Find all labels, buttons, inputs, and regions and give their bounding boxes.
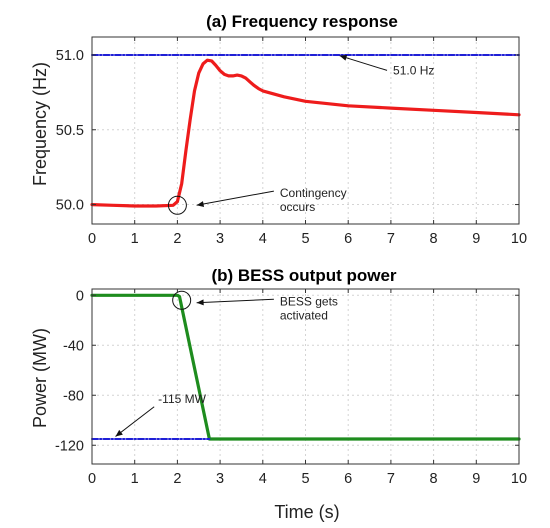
frequency-x-tick-label: 7 <box>387 231 395 247</box>
frequency-x-tick-label: 3 <box>216 231 224 247</box>
power-plot-frame <box>91 288 520 465</box>
frequency-y-tick-label: 50.0 <box>56 198 84 214</box>
frequency-annotation-text: occurs <box>280 200 315 214</box>
power-annotation-arrow <box>115 406 155 437</box>
frequency-annotation-arrow <box>339 55 388 71</box>
frequency-x-tick-label: 9 <box>472 231 480 247</box>
power-annotation-text: BESS gets <box>280 294 338 308</box>
frequency-x-tick-label: 8 <box>430 231 438 247</box>
power-y-tick-label: -80 <box>63 388 84 404</box>
power-x-tick-label: 4 <box>259 471 267 487</box>
power-y-tick-label: 0 <box>76 288 84 304</box>
power-x-tick-label: 6 <box>344 471 352 487</box>
power-y-axis-label: Power (MW) <box>30 328 50 428</box>
time-x-axis-label: Time (s) <box>274 502 339 522</box>
power-x-tick-label: 10 <box>511 471 527 487</box>
power-annotation-text: -115 MW <box>158 392 206 406</box>
frequency-chart-title: (a) Frequency response <box>206 12 398 31</box>
frequency-x-tick-label: 6 <box>344 231 352 247</box>
power-x-tick-label: 2 <box>173 471 181 487</box>
frequency-plot-frame <box>91 36 520 225</box>
power-x-tick-label: 3 <box>216 471 224 487</box>
power-y-tick-label: -40 <box>63 338 84 354</box>
frequency-y-axis-label: Frequency (Hz) <box>30 62 50 186</box>
power-annotation-text: activated <box>280 308 328 322</box>
power-annotation-arrowhead <box>115 429 123 437</box>
power-x-tick-label: 8 <box>430 471 438 487</box>
frequency-y-tick-label: 51.0 <box>56 48 84 64</box>
power-annotation-arrow <box>196 298 274 304</box>
power-x-tick-label: 5 <box>301 471 309 487</box>
frequency-annotation-arrowhead <box>196 201 205 207</box>
frequency-x-tick-label: 1 <box>131 231 139 247</box>
frequency-response-line <box>90 58 521 208</box>
frequency-annotation-arrow <box>196 190 274 206</box>
power-x-tick-label: 1 <box>131 471 139 487</box>
frequency-x-tick-label: 4 <box>259 231 267 247</box>
power-x-tick-label: 0 <box>88 471 96 487</box>
power-y-tick-label: -120 <box>55 438 84 454</box>
frequency-y-tick-label: 50.5 <box>56 123 84 139</box>
power-x-tick-label: 7 <box>387 471 395 487</box>
frequency-event-circle <box>167 195 187 215</box>
frequency-x-tick-label: 5 <box>301 231 309 247</box>
frequency-x-tick-label: 2 <box>173 231 181 247</box>
frequency-annotation-text: 51.0 Hz <box>393 63 434 77</box>
power-x-tick-label: 9 <box>472 471 480 487</box>
power-response-line <box>90 293 521 441</box>
frequency-x-tick-label: 0 <box>88 231 96 247</box>
frequency-panel: (a) Frequency response Frequency (Hz) 51… <box>30 12 527 247</box>
frequency-x-tick-label: 10 <box>511 231 527 247</box>
frequency-annotation-arrowhead <box>339 54 348 61</box>
power-annotation-arrowhead <box>196 299 204 306</box>
frequency-annotation-text: Contingency <box>280 186 347 200</box>
power-event-circle <box>172 290 192 310</box>
power-chart-title: (b) BESS output power <box>211 266 396 285</box>
power-panel: (b) BESS output power Power (MW) Time (s… <box>30 266 527 522</box>
